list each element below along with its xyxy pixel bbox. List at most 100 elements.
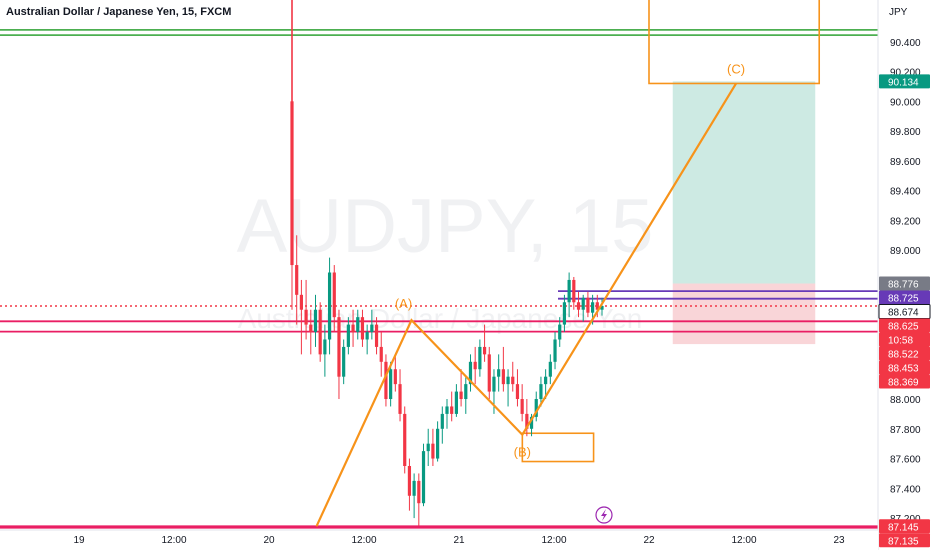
- candle-body: [365, 332, 369, 340]
- candle-body: [304, 309, 308, 325]
- candle-body: [295, 265, 299, 295]
- take-profit-zone[interactable]: [672, 81, 816, 284]
- candle-body: [332, 272, 336, 318]
- abc-pattern[interactable]: (A) (B) (C): [315, 61, 746, 527]
- time-tick-label: 12:00: [731, 535, 756, 546]
- price-tick-label: 89.600: [890, 157, 921, 168]
- stop-loss-zone[interactable]: [672, 283, 816, 345]
- candle-body: [445, 406, 449, 414]
- candle-body: [506, 376, 510, 385]
- candle-body: [492, 376, 496, 392]
- rectangles[interactable]: [521, 0, 821, 463]
- price-tick-label: 89.400: [890, 187, 921, 198]
- time-tick-label: 19: [73, 535, 85, 546]
- price-tick-label: 87.800: [890, 425, 921, 436]
- candle-body: [421, 451, 426, 504]
- time-axis[interactable]: 19 12:00 20 12:00 21 12:00 22 12:00 23: [0, 529, 878, 550]
- candle-body: [290, 101, 294, 266]
- candle-body: [337, 317, 341, 377]
- price-badge[interactable]: [879, 519, 930, 534]
- price-badge[interactable]: [879, 374, 930, 389]
- wave-label-c: (C): [727, 61, 745, 76]
- watermark: AUDJPY, 15 Australian Dollar / Japanese …: [237, 184, 654, 334]
- candle-body: [346, 324, 350, 347]
- abc-pattern-line[interactable]: [315, 82, 738, 527]
- price-badge[interactable]: [879, 290, 930, 305]
- time-tick-label: 21: [453, 535, 465, 546]
- wave-label-a: (A): [395, 296, 412, 311]
- price-tick-label: 89.000: [890, 246, 921, 257]
- candle-body: [595, 302, 599, 310]
- candle-body: [384, 361, 388, 400]
- price-badge-label: 88.369: [888, 378, 919, 389]
- candle-body: [454, 391, 458, 414]
- candle-body: [591, 302, 595, 313]
- candle-body: [393, 369, 397, 385]
- candle-body: [323, 339, 327, 355]
- alert-lightning-icon[interactable]: [595, 506, 613, 524]
- price-badge[interactable]: [879, 332, 930, 347]
- candle-body: [600, 305, 604, 310]
- time-tick-label: 12:00: [161, 535, 186, 546]
- price-axis-background: [878, 0, 932, 550]
- price-tick-label: 90.400: [890, 38, 921, 49]
- candle-body: [501, 369, 505, 385]
- candle-body: [562, 302, 567, 325]
- price-badge-label: 88.625: [888, 322, 919, 333]
- candle-body: [299, 294, 303, 310]
- price-tick-label: 89.200: [890, 216, 921, 227]
- price-tick-label: 89.800: [890, 127, 921, 138]
- candle-body: [511, 376, 515, 385]
- candle-body: [327, 272, 332, 340]
- candle-body: [581, 297, 585, 310]
- chart-title: Australian Dollar / Japanese Yen, 15, FX…: [6, 6, 231, 18]
- price-tick-label: 88.000: [890, 395, 921, 406]
- candle-body: [558, 324, 562, 340]
- price-badge[interactable]: [879, 360, 930, 375]
- price-tick-label: 90.200: [890, 68, 921, 79]
- price-badge-label: 88.674: [888, 308, 919, 319]
- candle-body: [487, 354, 491, 392]
- candle-body: [450, 406, 454, 414]
- price-badge-label: 88.522: [888, 350, 919, 361]
- candle-body: [534, 399, 538, 417]
- candle-body: [529, 416, 534, 429]
- candle-body: [553, 339, 557, 362]
- candle-body: [407, 465, 412, 496]
- candle-body: [431, 443, 435, 459]
- pattern-box[interactable]: [648, 0, 821, 85]
- price-badge-label: 88.725: [888, 294, 919, 305]
- price-axis[interactable]: JPY 90.400 90.200 90.000 89.800 89.600 89.400 8…: [877, 0, 932, 550]
- time-axis-background: [0, 530, 878, 550]
- candle-body: [548, 361, 552, 377]
- candle-body: [473, 361, 477, 370]
- price-badge-label: 87.145: [888, 522, 919, 533]
- price-badge[interactable]: [879, 276, 930, 291]
- candle-body: [313, 309, 318, 333]
- time-tick-label: 23: [833, 535, 845, 546]
- pattern-box[interactable]: [521, 432, 595, 463]
- price-badge[interactable]: [879, 533, 930, 548]
- candle-body: [342, 346, 346, 377]
- candle-body: [356, 317, 360, 333]
- candle-body: [482, 346, 487, 355]
- candle-body: [572, 279, 576, 303]
- price-tick-label: 90.000: [890, 97, 921, 108]
- time-tick-label: 20: [263, 535, 275, 546]
- currency-label: JPY: [889, 7, 908, 18]
- time-tick-label: 12:00: [351, 535, 376, 546]
- price-badge[interactable]: [879, 318, 930, 333]
- candle-body: [515, 384, 520, 400]
- candles: [290, 0, 604, 526]
- candle-body: [374, 324, 379, 347]
- price-badge[interactable]: [879, 346, 930, 361]
- candle-body: [567, 279, 571, 303]
- long-position-tool[interactable]: [672, 81, 816, 345]
- time-tick-label: 22: [643, 535, 655, 546]
- price-badge[interactable]: [879, 74, 930, 89]
- candle-body: [412, 480, 416, 496]
- candle-body: [576, 302, 581, 310]
- price-tick-label: 87.400: [890, 484, 921, 495]
- candle-body: [389, 369, 393, 400]
